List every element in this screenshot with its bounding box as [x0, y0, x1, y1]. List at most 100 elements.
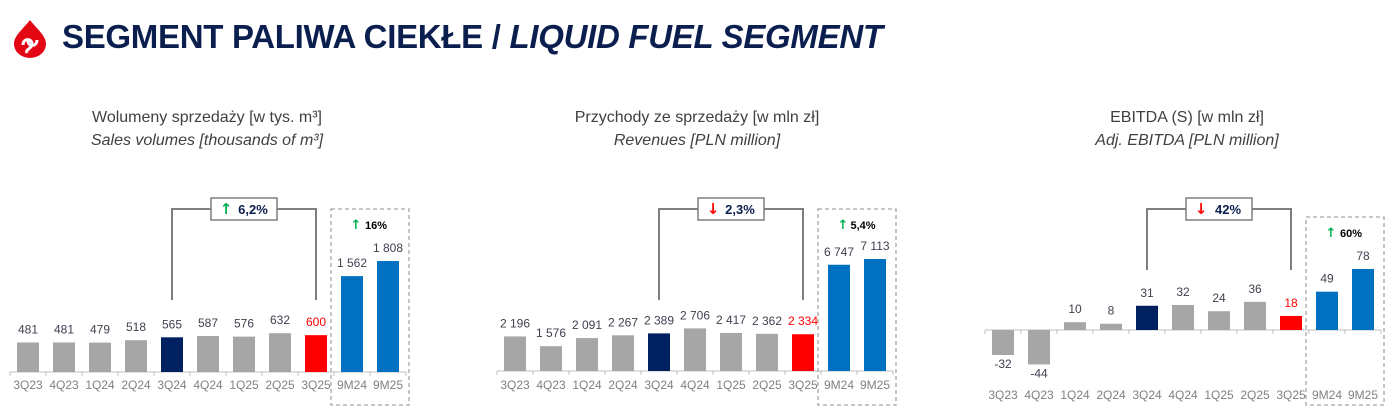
- bar-3Q24: [648, 333, 670, 371]
- x-tick-label: 2Q25: [1240, 388, 1270, 402]
- bar-1Q24: [576, 338, 598, 371]
- x-tick-label: 3Q24: [644, 378, 674, 392]
- x-tick-label: 1Q25: [229, 378, 259, 392]
- bar-1Q24: [1064, 322, 1086, 330]
- ytd-change-label: 16%: [365, 220, 387, 232]
- bar-4Q23: [53, 342, 75, 372]
- data-label: 6 747: [824, 245, 854, 259]
- x-tick-label: 4Q24: [1168, 388, 1198, 402]
- data-label: 36: [1248, 282, 1262, 296]
- ytd-change-label: 5,4%: [850, 220, 875, 232]
- x-tick-label: 2Q24: [121, 378, 151, 392]
- ytd-change-label: 60%: [1340, 228, 1362, 240]
- x-tick-label: 2Q25: [265, 378, 295, 392]
- data-label: 49: [1320, 272, 1334, 286]
- chart-title-volumes: Wolumeny sprzedaży [w tys. m³] Sales volu…: [90, 109, 324, 149]
- arrow-down-icon: ↓: [707, 200, 720, 218]
- data-label: 78: [1356, 249, 1370, 263]
- x-tick-label: 1Q24: [1060, 388, 1090, 402]
- bar-3Q25: [305, 335, 327, 372]
- data-label: 32: [1176, 285, 1190, 299]
- x-tick-label: 2Q25: [752, 378, 782, 392]
- data-label: 1 562: [337, 256, 367, 270]
- bar-9M24: [341, 276, 363, 372]
- data-label: 10: [1068, 302, 1082, 316]
- data-label: 2 267: [608, 315, 638, 329]
- bar-4Q23: [1028, 330, 1050, 365]
- arrow-up-icon: ↑: [220, 200, 233, 218]
- data-label: -44: [1030, 366, 1048, 380]
- bar-2Q24: [125, 340, 147, 372]
- x-tick-label: 3Q23: [500, 378, 530, 392]
- bar-9M25: [377, 261, 399, 372]
- arrow-up-icon: ↑: [1326, 226, 1337, 241]
- data-label: -32: [994, 357, 1012, 371]
- data-label: 2 417: [716, 313, 746, 327]
- data-label: 576: [234, 317, 254, 331]
- bar-3Q23: [17, 342, 39, 372]
- x-tick-label: 4Q24: [680, 378, 710, 392]
- x-tick-label: 3Q24: [157, 378, 187, 392]
- quarter-change-box: [697, 197, 765, 221]
- bar-3Q25: [1280, 315, 1302, 330]
- data-label: 24: [1212, 291, 1226, 305]
- bar-9M25: [864, 259, 886, 371]
- bar-1Q25: [1208, 311, 1230, 330]
- bar-9M25: [1352, 269, 1374, 330]
- bar-1Q25: [233, 336, 255, 372]
- data-label: 2 091: [572, 318, 602, 332]
- bar-2Q24: [612, 335, 634, 371]
- bar-4Q24: [684, 328, 706, 371]
- x-tick-label: 3Q23: [988, 388, 1018, 402]
- data-label: 7 113: [860, 239, 889, 253]
- x-tick-label: 9M24: [824, 378, 854, 392]
- bar-4Q24: [1172, 304, 1194, 330]
- x-tick-label: 3Q25: [788, 378, 818, 392]
- data-label: 518: [126, 320, 146, 334]
- change-bracket: [658, 208, 804, 300]
- chart-title-revenues: Przychody ze sprzedaży [w mln zł] Revenue…: [574, 109, 820, 149]
- data-label: 479: [90, 323, 110, 337]
- data-label: 600: [306, 315, 326, 329]
- data-label: 2 706: [680, 308, 710, 322]
- data-label: 2 196: [500, 316, 530, 330]
- x-tick-label: 1Q24: [85, 378, 115, 392]
- change-bracket: [171, 208, 317, 300]
- bar-3Q23: [992, 330, 1014, 356]
- x-tick-label: 4Q24: [193, 378, 223, 392]
- data-label: 481: [18, 322, 38, 336]
- bar-2Q25: [269, 333, 291, 372]
- bar-1Q24: [89, 342, 111, 372]
- quarter-change-box: [210, 197, 278, 221]
- bar-1Q25: [720, 332, 742, 371]
- x-tick-label: 3Q24: [1132, 388, 1162, 402]
- x-tick-label: 3Q25: [301, 378, 331, 392]
- x-tick-label: 9M25: [860, 378, 890, 392]
- data-label: 2 334: [788, 314, 818, 328]
- data-label: 481: [54, 322, 74, 336]
- x-tick-label: 3Q23: [13, 378, 43, 392]
- arrow-up-icon: ↑: [838, 218, 849, 233]
- x-tick-label: 4Q23: [536, 378, 566, 392]
- bar-3Q24: [161, 337, 183, 372]
- ytd-highlight-box: [817, 208, 897, 406]
- x-tick-label: 9M25: [1348, 388, 1378, 402]
- bar-2Q25: [756, 333, 778, 371]
- quarter-change-label: 2,3%: [725, 202, 755, 217]
- data-label: 565: [162, 317, 182, 331]
- quarter-change-box: [1185, 197, 1253, 221]
- x-tick-label: 1Q25: [716, 378, 746, 392]
- bar-2Q24: [1100, 323, 1122, 330]
- ytd-highlight-box: [1305, 216, 1385, 406]
- x-tick-label: 9M24: [1312, 388, 1342, 402]
- x-tick-label: 4Q23: [49, 378, 79, 392]
- bar-3Q23: [504, 336, 526, 371]
- chart-title-ebitda: EBITDA (S) [w mln zł] Adj. EBITDA [PLN mi…: [1095, 109, 1279, 149]
- bar-3Q25: [792, 334, 814, 371]
- data-label: 1 808: [373, 241, 403, 255]
- bar-9M24: [828, 264, 850, 371]
- arrow-down-icon: ↓: [1195, 200, 1208, 218]
- arrow-up-icon: ↑: [351, 218, 362, 233]
- x-tick-label: 9M25: [373, 378, 403, 392]
- data-label: 2 362: [752, 314, 782, 328]
